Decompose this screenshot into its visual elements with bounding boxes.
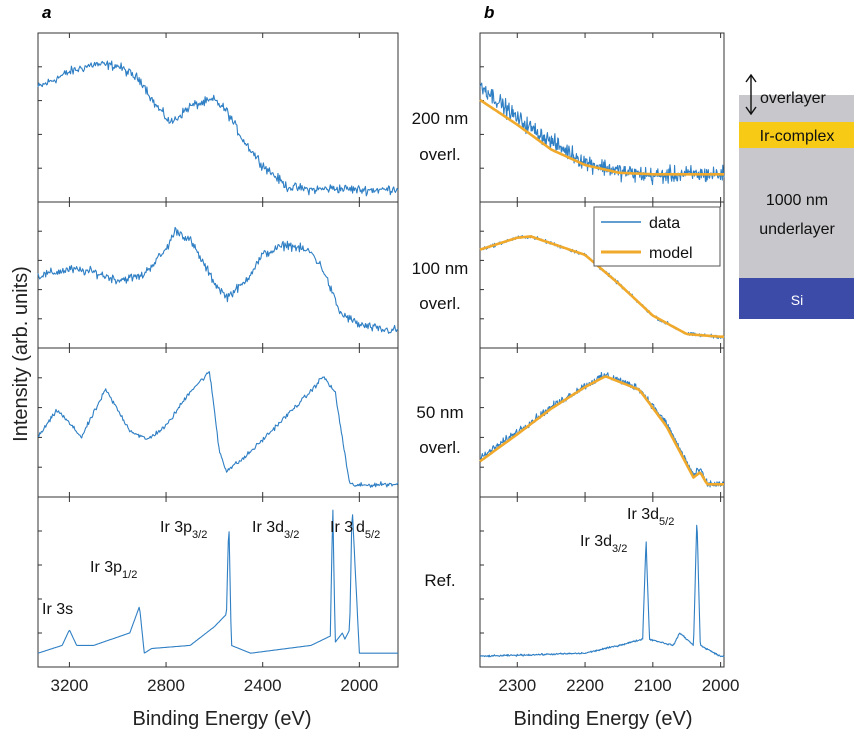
panel-b-letter: b	[484, 3, 494, 22]
subplot-b-3	[479, 347, 725, 498]
subplot-frame	[37, 347, 399, 498]
overlayer-label: overlayer	[760, 90, 826, 107]
series-data	[479, 82, 725, 186]
peak-label-ir-3d52-part1: Ir 3	[330, 519, 353, 536]
layer-stack: overlayer Ir-complex 1000 nm underlayer …	[739, 73, 854, 319]
si-label: Si	[791, 292, 803, 308]
subplot-a-2	[37, 201, 399, 349]
series-spectrum	[37, 60, 399, 197]
condition-label-200nm: 200 nm	[412, 109, 469, 128]
peak-label-ir-3d32: Ir 3d3/2	[252, 519, 299, 541]
series-data	[479, 371, 725, 488]
subplot-frame	[37, 201, 399, 349]
condition-sub-100nm: overl.	[419, 294, 461, 313]
panel-a: 3200 2800 2400 2000	[37, 32, 399, 695]
series-spectrum	[37, 509, 398, 654]
x-tick-label: 2300	[498, 676, 536, 695]
subplot-b-4	[479, 496, 725, 668]
peak-label-ir-3p32: Ir 3p3/2	[160, 519, 207, 541]
series-model	[479, 375, 724, 486]
underlayer-label-2: underlayer	[759, 221, 835, 238]
condition-labels: 200 nm overl. 100 nm overl. 50 nm overl.…	[412, 109, 469, 590]
series-spectrum	[38, 371, 399, 488]
subplot-frame	[479, 347, 725, 498]
x-tick-label: 2100	[634, 676, 672, 695]
series-model	[479, 235, 724, 338]
subplot-frame	[37, 32, 399, 203]
underlayer-block	[739, 148, 854, 278]
si-block	[739, 278, 854, 319]
legend-data-label: data	[649, 215, 680, 232]
condition-label-50nm: 50 nm	[416, 403, 463, 422]
condition-sub-200nm: overl.	[419, 145, 461, 164]
subplot-a-3	[37, 347, 399, 498]
x-tick-label: 2000	[702, 676, 740, 695]
series-spectrum	[37, 226, 399, 334]
arrow-down-icon	[745, 106, 757, 116]
x-tick-label: 2000	[340, 676, 378, 695]
condition-sub-50nm: overl.	[419, 438, 461, 457]
peak-label-b-ir-3d32: Ir 3d3/2	[580, 533, 627, 555]
series-data	[479, 524, 725, 658]
x-tick-label: 3200	[50, 676, 88, 695]
legend-box	[593, 206, 721, 267]
peak-label-ir-3p12: Ir 3p1/2	[90, 559, 137, 581]
overlayer-block	[739, 95, 854, 122]
peak-label-b-ir-3d52: Ir 3d5/2	[627, 506, 674, 528]
y-axis-title: Intensity (arb. units)	[10, 266, 32, 442]
panel-a-letter: a	[42, 3, 51, 22]
x-axis-title-a: Binding Energy (eV)	[133, 708, 312, 730]
peak-label-ir-3d52-part2: d5/2	[356, 519, 380, 541]
series-model	[479, 98, 724, 176]
x-tick-label: 2400	[244, 676, 282, 695]
subplot-frame	[37, 496, 399, 668]
legend-model-label: model	[649, 245, 693, 262]
subplot-frame	[479, 32, 725, 203]
peak-labels-a: Ir 3s Ir 3p1/2 Ir 3p3/2 Ir 3d3/2 Ir 3 d5…	[42, 519, 380, 618]
panel-b: 2300 2200 2100 2000	[479, 32, 740, 695]
ir-complex-block	[739, 122, 854, 148]
subplot-a-4	[37, 496, 399, 668]
condition-label-ref: Ref.	[424, 571, 455, 590]
subplot-frame	[479, 496, 725, 668]
x-axis-title-b: Binding Energy (eV)	[514, 708, 693, 730]
legend: data model	[593, 206, 721, 267]
underlayer-label-1: 1000 nm	[766, 192, 828, 209]
peak-label-ir-3s: Ir 3s	[42, 601, 73, 618]
arrow-up-icon	[745, 73, 757, 83]
x-tick-label: 2800	[147, 676, 185, 695]
condition-label-100nm: 100 nm	[412, 259, 469, 278]
x-tick-label: 2200	[566, 676, 604, 695]
subplot-a-1	[37, 32, 399, 203]
ir-complex-label: Ir-complex	[760, 128, 835, 145]
subplot-b-1	[479, 32, 725, 203]
peak-labels-b: Ir 3d3/2 Ir 3d5/2	[580, 506, 674, 555]
